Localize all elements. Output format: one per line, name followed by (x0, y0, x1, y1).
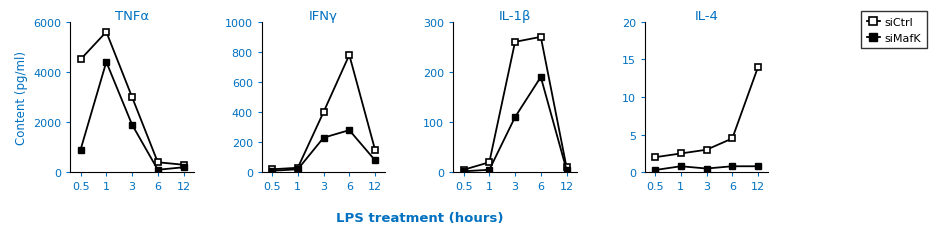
Legend: siCtrl, siMafK: siCtrl, siMafK (860, 12, 926, 49)
Text: LPS treatment (hours): LPS treatment (hours) (336, 211, 503, 225)
Title: TNFα: TNFα (115, 10, 149, 23)
Title: IL-4: IL-4 (694, 10, 718, 23)
Y-axis label: Content (pg/ml): Content (pg/ml) (15, 51, 27, 144)
Title: IL-1β: IL-1β (498, 10, 531, 23)
Title: IFNγ: IFNγ (309, 10, 338, 23)
